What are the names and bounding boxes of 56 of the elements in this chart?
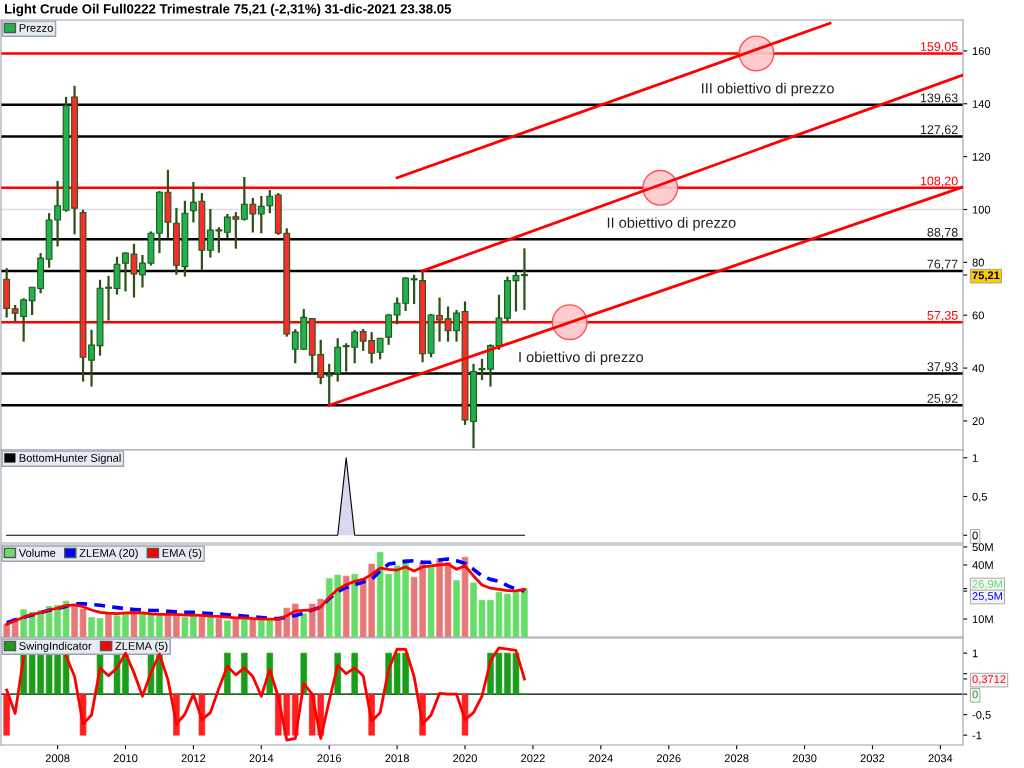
x-tick-label: 2008 (45, 754, 70, 763)
y-tick-label: 100 (972, 205, 991, 214)
ref-line-label: 25,92 (927, 393, 958, 405)
y-tick-label: 140 (972, 100, 991, 108)
x-tick-label: 2024 (589, 754, 613, 763)
data-label: I obiettivo di prezzo (519, 351, 644, 366)
y-tick-label: 1 (972, 454, 978, 462)
x-tick-label: 2028 (724, 754, 749, 763)
y-tick-label: -0,5 (972, 710, 991, 721)
y-tick-label: 40 (972, 364, 984, 373)
y-tick-label: 50M (972, 543, 993, 552)
ref-line-label: 127,62 (920, 125, 958, 136)
x-tick-label: 2018 (385, 754, 409, 763)
x-tick-label: 2034 (928, 754, 953, 763)
ref-line-label: 159,05 (920, 42, 958, 53)
ref-line-label: 139,63 (920, 93, 958, 104)
y-tick-label: 0 (972, 531, 978, 540)
y-tick-label: 80 (972, 258, 984, 267)
x-tick-label: 2016 (317, 754, 342, 763)
x-tick-label: 2022 (521, 754, 545, 763)
ref-line-label: 108,20 (920, 176, 958, 187)
data-label: III obiettivo di prezzo (702, 82, 834, 97)
x-tick-label: 2020 (453, 754, 477, 763)
legend-label: Prezzo (19, 24, 53, 32)
y-tick-label: -1 (972, 731, 982, 740)
y-tick-label: 10M (972, 615, 993, 624)
legend-label: Volume (18, 548, 56, 557)
y-tick-label: 75,21 (972, 271, 1000, 281)
legend-label: BottomHunter Signal (19, 453, 121, 465)
y-tick-label: 0 (972, 690, 978, 699)
ref-line-label: 37,93 (927, 362, 958, 373)
legend-label: EMA (5) (162, 548, 202, 560)
legend-label: SwingIndicator (19, 641, 92, 653)
y-tick-label: 0,5 (972, 492, 988, 502)
y-tick-label: 26,9M (972, 580, 1002, 590)
chart-title: Light Crude Oil Full0222 Trimestrale 75,21 (-2,31%) 31-dic-2021 23.38.05 (4, 3, 452, 17)
ref-line-label: 88,78 (927, 227, 958, 239)
data-label: II obiettivo di prezzo (607, 217, 736, 231)
x-tick-label: 2014 (249, 754, 274, 763)
legend-label: ZLEMA (5) (115, 641, 168, 653)
y-tick-label: 0,3712 (972, 675, 1006, 685)
ref-line-label: 57,35 (927, 310, 958, 322)
x-tick-label: 2030 (792, 754, 817, 763)
x-tick-label: 2012 (181, 754, 206, 763)
ref-line-label: 76,77 (927, 259, 958, 270)
y-tick-label: 120 (972, 152, 991, 161)
legend-label: ZLEMA (20) (79, 548, 138, 560)
x-tick-label: 2010 (113, 754, 138, 763)
y-tick-label: 40M (972, 561, 993, 570)
y-tick-label: 20 (972, 417, 984, 426)
x-tick-label: 2026 (656, 754, 681, 763)
x-tick-label: 2032 (860, 754, 885, 763)
y-tick-label: 1 (972, 649, 978, 658)
y-tick-label: 160 (972, 47, 991, 56)
y-tick-label: 60 (972, 311, 984, 320)
y-tick-label: 25,5M (972, 592, 1002, 602)
